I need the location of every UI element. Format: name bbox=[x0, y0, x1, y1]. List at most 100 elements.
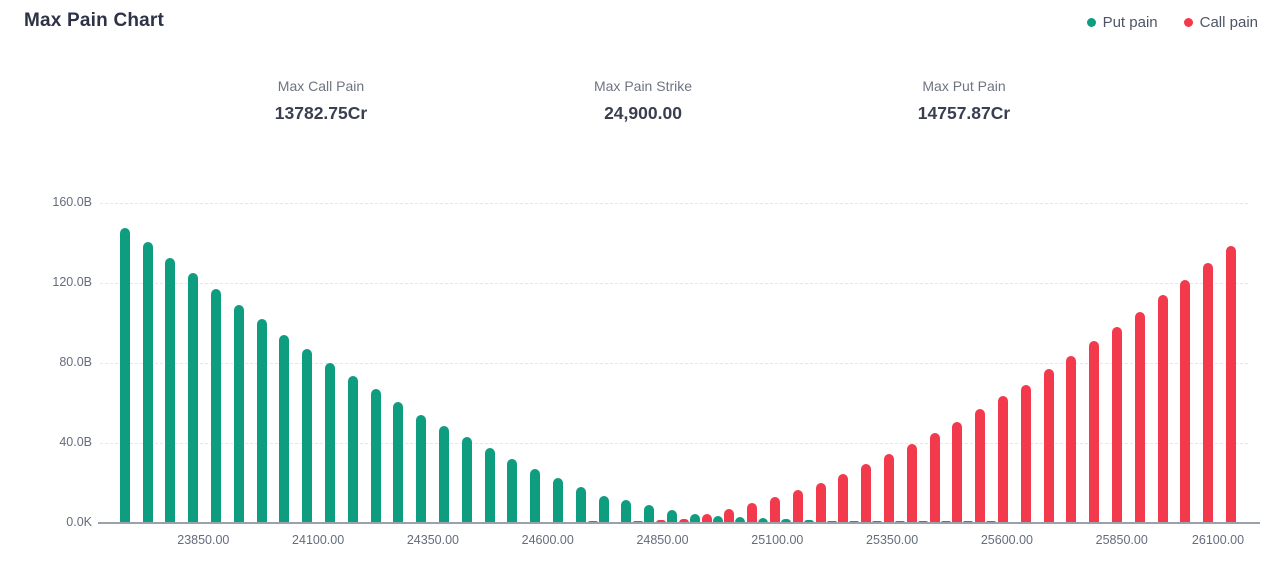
bar-group-25300[interactable] bbox=[860, 203, 883, 523]
put-pain-bar[interactable] bbox=[302, 349, 313, 523]
put-pain-bar[interactable] bbox=[211, 289, 222, 523]
bar-group-24150[interactable] bbox=[336, 203, 359, 523]
bar-group-25650[interactable] bbox=[1020, 203, 1043, 523]
call-pain-bar[interactable] bbox=[1225, 246, 1236, 523]
put-pain-bar[interactable] bbox=[325, 363, 336, 523]
call-pain-bar[interactable] bbox=[1066, 356, 1077, 523]
bar-group-25400[interactable] bbox=[906, 203, 929, 523]
bar-group-23650[interactable] bbox=[108, 203, 131, 523]
bar-group-25000[interactable] bbox=[724, 203, 747, 523]
put-pain-bar[interactable] bbox=[826, 520, 837, 523]
bar-group-24050[interactable] bbox=[290, 203, 313, 523]
call-pain-bar[interactable] bbox=[906, 444, 917, 523]
bar-group-25950[interactable] bbox=[1157, 203, 1180, 523]
bar-group-24350[interactable] bbox=[427, 203, 450, 523]
call-pain-bar[interactable] bbox=[1089, 341, 1100, 523]
bar-group-25050[interactable] bbox=[746, 203, 769, 523]
put-pain-bar[interactable] bbox=[575, 487, 586, 523]
bar-group-23700[interactable] bbox=[131, 203, 154, 523]
bar-group-25150[interactable] bbox=[792, 203, 815, 523]
put-pain-bar[interactable] bbox=[644, 505, 655, 523]
put-pain-bar[interactable] bbox=[849, 520, 860, 523]
bar-group-25550[interactable] bbox=[974, 203, 997, 523]
bar-group-24600[interactable] bbox=[541, 203, 564, 523]
bar-group-25100[interactable] bbox=[769, 203, 792, 523]
bar-group-24850[interactable] bbox=[655, 203, 678, 523]
bar-group-24650[interactable] bbox=[564, 203, 587, 523]
put-pain-bar[interactable] bbox=[598, 496, 609, 523]
call-pain-bar[interactable] bbox=[1134, 312, 1145, 523]
call-pain-bar[interactable] bbox=[952, 422, 963, 523]
bar-group-24500[interactable] bbox=[496, 203, 519, 523]
bar-group-23950[interactable] bbox=[245, 203, 268, 523]
put-pain-bar[interactable] bbox=[256, 319, 267, 523]
bar-group-23750[interactable] bbox=[154, 203, 177, 523]
bar-group-24700[interactable] bbox=[587, 203, 610, 523]
bar-group-24900[interactable] bbox=[678, 203, 701, 523]
call-pain-bar[interactable] bbox=[838, 474, 849, 523]
bar-group-24000[interactable] bbox=[268, 203, 291, 523]
bar-group-24100[interactable] bbox=[313, 203, 336, 523]
bar-group-24750[interactable] bbox=[610, 203, 633, 523]
put-pain-bar[interactable] bbox=[712, 516, 723, 523]
bar-group-24950[interactable] bbox=[701, 203, 724, 523]
put-pain-bar[interactable] bbox=[507, 459, 518, 523]
put-pain-bar[interactable] bbox=[484, 448, 495, 523]
call-pain-bar[interactable] bbox=[1111, 327, 1122, 523]
put-pain-bar[interactable] bbox=[233, 305, 244, 523]
bar-group-25850[interactable] bbox=[1111, 203, 1134, 523]
call-pain-bar[interactable] bbox=[1180, 280, 1191, 523]
call-pain-bar[interactable] bbox=[724, 509, 735, 523]
put-pain-bar[interactable] bbox=[667, 509, 678, 523]
put-pain-bar[interactable] bbox=[279, 335, 290, 523]
put-pain-bar[interactable] bbox=[347, 376, 358, 523]
bar-group-23850[interactable] bbox=[199, 203, 222, 523]
call-pain-bar[interactable] bbox=[770, 496, 780, 523]
put-pain-bar[interactable] bbox=[803, 520, 814, 523]
put-pain-bar[interactable] bbox=[530, 469, 541, 523]
bar-group-23900[interactable] bbox=[222, 203, 245, 523]
call-pain-bar[interactable] bbox=[975, 409, 986, 523]
bar-group-25800[interactable] bbox=[1088, 203, 1111, 523]
bar-group-25750[interactable] bbox=[1065, 203, 1088, 523]
bar-group-24200[interactable] bbox=[359, 203, 382, 523]
call-pain-bar[interactable] bbox=[1157, 295, 1168, 523]
call-pain-bar[interactable] bbox=[747, 503, 758, 523]
call-pain-bar[interactable] bbox=[1020, 385, 1031, 523]
bar-group-25350[interactable] bbox=[883, 203, 906, 523]
put-pain-bar[interactable] bbox=[439, 426, 450, 523]
call-pain-bar[interactable] bbox=[1203, 263, 1214, 523]
put-pain-bar[interactable] bbox=[689, 514, 700, 523]
bar-group-26050[interactable] bbox=[1202, 203, 1225, 523]
bar-group-24400[interactable] bbox=[450, 203, 473, 523]
put-pain-bar[interactable] bbox=[165, 258, 176, 523]
put-pain-bar[interactable] bbox=[735, 517, 746, 523]
bar-group-24300[interactable] bbox=[404, 203, 427, 523]
call-pain-bar[interactable] bbox=[678, 518, 689, 523]
bar-group-25900[interactable] bbox=[1134, 203, 1157, 523]
bar-group-23800[interactable] bbox=[176, 203, 199, 523]
put-pain-bar[interactable] bbox=[553, 478, 564, 523]
bar-group-25700[interactable] bbox=[1043, 203, 1066, 523]
bar-group-24250[interactable] bbox=[382, 203, 405, 523]
bar-group-25200[interactable] bbox=[815, 203, 838, 523]
call-pain-bar[interactable] bbox=[701, 514, 712, 523]
put-pain-bar[interactable] bbox=[370, 389, 381, 523]
bar-group-26100[interactable] bbox=[1225, 203, 1248, 523]
bar-group-26000[interactable] bbox=[1179, 203, 1202, 523]
put-pain-bar[interactable] bbox=[119, 228, 130, 523]
put-pain-bar[interactable] bbox=[461, 437, 472, 523]
put-pain-bar[interactable] bbox=[758, 518, 769, 523]
bar-group-25450[interactable] bbox=[929, 203, 952, 523]
put-pain-bar[interactable] bbox=[393, 402, 404, 523]
bar-group-25600[interactable] bbox=[997, 203, 1020, 523]
legend-item-call-pain[interactable]: Call pain bbox=[1183, 14, 1258, 31]
put-pain-bar[interactable] bbox=[142, 242, 153, 523]
bar-group-24450[interactable] bbox=[473, 203, 496, 523]
bar-group-25500[interactable] bbox=[951, 203, 974, 523]
legend-item-put-pain[interactable]: Put pain bbox=[1086, 14, 1158, 31]
call-pain-bar[interactable] bbox=[861, 464, 872, 523]
call-pain-bar[interactable] bbox=[792, 490, 803, 523]
call-pain-bar[interactable] bbox=[883, 454, 894, 523]
put-pain-bar[interactable] bbox=[416, 415, 427, 523]
